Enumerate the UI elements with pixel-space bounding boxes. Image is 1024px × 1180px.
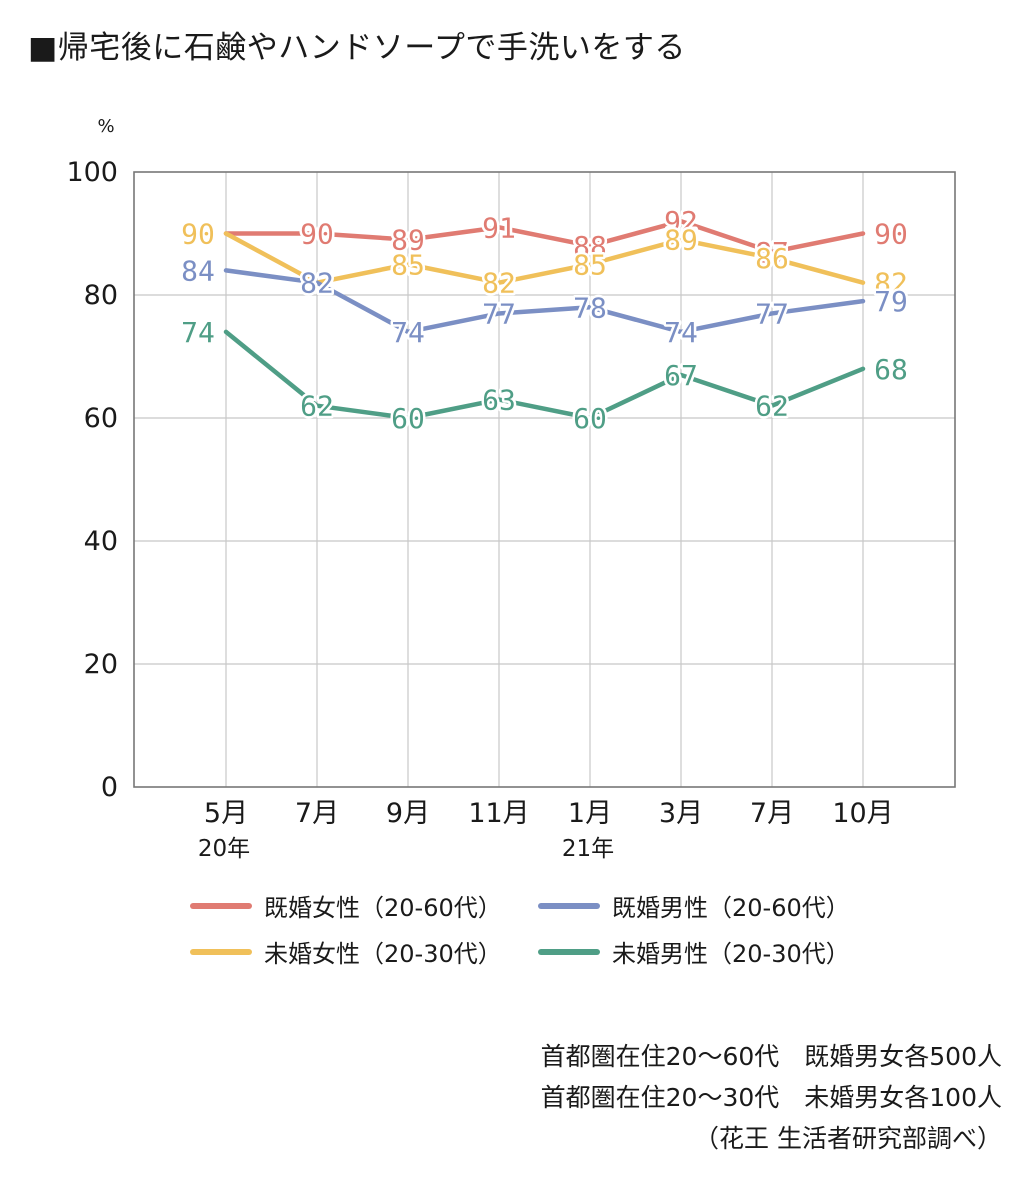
y-tick-label: 20 <box>84 649 118 680</box>
x-tick-label: 1月 <box>568 798 612 829</box>
data-label: 88 <box>573 230 607 263</box>
data-label: 79 <box>874 285 908 318</box>
x-tick-label: 9月 <box>386 798 430 829</box>
legend-label: 既婚男性（20-60代） <box>612 894 850 922</box>
data-label: 86 <box>755 242 789 275</box>
data-label: 82 <box>874 267 908 300</box>
x-tick-label: 11月 <box>468 798 529 829</box>
legend-swatch <box>190 948 252 955</box>
data-label: 62 <box>755 390 789 423</box>
data-label: 67 <box>664 359 698 392</box>
plot-frame <box>133 171 956 788</box>
data-label: 74 <box>664 316 698 349</box>
data-label: 90 <box>874 218 908 251</box>
note-line: （花王 生活者研究部調べ） <box>694 1124 1002 1153</box>
data-label: 60 <box>391 402 425 435</box>
data-label: 63 <box>482 384 516 417</box>
data-label: 85 <box>573 248 607 281</box>
legend-item-single-men: 未婚男性（20-30代） <box>538 934 850 969</box>
legend-swatch <box>538 902 600 909</box>
data-label: 90 <box>181 218 215 251</box>
data-label: 89 <box>664 224 698 257</box>
data-label: 77 <box>755 297 789 330</box>
data-label: 90 <box>300 218 334 251</box>
y-axis-unit: % <box>97 116 114 137</box>
chart-title: ■帰宅後に石鹸やハンドソープで手洗いをする <box>28 30 686 66</box>
legend-swatch <box>538 948 600 955</box>
data-label: 84 <box>181 254 215 287</box>
y-tick-label: 40 <box>84 526 118 557</box>
x-tick-label: 3月 <box>659 798 703 829</box>
data-label: 82 <box>300 267 334 300</box>
data-label: 91 <box>482 211 516 244</box>
data-label: 92 <box>664 205 698 238</box>
data-label: 89 <box>391 224 425 257</box>
series-line-single-men <box>223 329 866 421</box>
data-label: 87 <box>755 236 789 269</box>
series-line-single-women <box>223 231 866 285</box>
line-chart: 0 20 40 60 80 100% 5月 7月 9月 11月 1月 3月 7月 10月 20年 21年 90… <box>66 116 956 862</box>
legend-swatch <box>190 902 252 909</box>
data-label: 85 <box>391 248 425 281</box>
y-tick-label: 0 <box>101 772 118 803</box>
y-tick-label: 60 <box>84 403 118 434</box>
source-notes: 首都圏在住20〜60代 既婚男女各500人 首都圏在住20〜30代 未婚男女各1… <box>541 1036 1002 1159</box>
axes: 0 20 40 60 80 100% 5月 7月 9月 11月 1月 3月 7月 10月 20年 21年 <box>66 116 956 862</box>
data-label: 77 <box>482 297 516 330</box>
x-year-label: 20年 <box>198 836 250 862</box>
note-line: 首都圏在住20〜60代 既婚男女各500人 <box>540 1042 1002 1071</box>
data-label: 82 <box>482 267 516 300</box>
x-tick-label: 7月 <box>750 798 794 829</box>
data-label: 68 <box>874 353 908 386</box>
series-line-married-men <box>223 268 866 335</box>
legend-item-married-women: 既婚女性（20-60代） <box>190 888 502 923</box>
series-line-married-women <box>223 218 866 255</box>
data-label: 82 <box>300 267 334 300</box>
legend-label: 既婚女性（20-60代） <box>264 894 502 922</box>
y-tick-label: 100 <box>66 157 118 188</box>
legend-item-single-women: 未婚女性（20-30代） <box>190 934 502 969</box>
note-line: 首都圏在住20〜30代 未婚男女各100人 <box>540 1083 1002 1112</box>
data-label: 78 <box>573 291 607 324</box>
data-label: 60 <box>573 402 607 435</box>
x-tick-label: 5月 <box>204 798 248 829</box>
x-tick-label: 10月 <box>832 798 893 829</box>
data-label: 62 <box>300 390 334 423</box>
series-lines <box>223 218 866 421</box>
data-label: 74 <box>181 316 215 349</box>
y-tick-label: 80 <box>84 280 118 311</box>
x-tick-label: 7月 <box>295 798 339 829</box>
grid-lines <box>134 172 955 787</box>
x-year-label: 21年 <box>562 836 614 862</box>
legend-item-married-men: 既婚男性（20-60代） <box>538 888 850 923</box>
data-label: 90 <box>181 218 215 251</box>
legend-label: 未婚女性（20-30代） <box>264 940 502 968</box>
legend-label: 未婚男性（20-30代） <box>612 940 850 968</box>
data-label: 74 <box>391 316 425 349</box>
